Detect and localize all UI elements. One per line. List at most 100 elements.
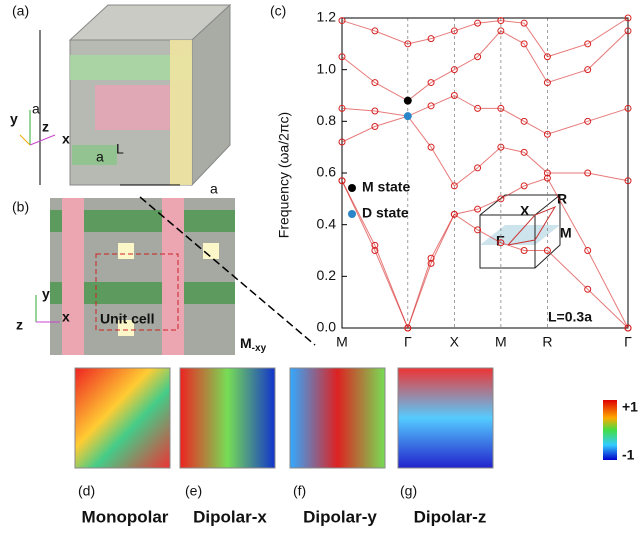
axis-label: y (10, 111, 18, 127)
band-point (520, 182, 528, 190)
panel-b: (b) Unit cell M-xy y z x (12, 196, 316, 355)
band-line (341, 94, 629, 135)
axis-label: z (16, 317, 23, 333)
panel-label: (f) (293, 483, 306, 499)
state-point (403, 96, 412, 105)
band-line (341, 180, 629, 330)
dim-label: L (116, 141, 124, 157)
band-point (543, 169, 551, 177)
inset-label: X (520, 203, 530, 219)
dim-label: a (96, 149, 104, 165)
band-point (543, 79, 551, 87)
band-point (474, 164, 482, 172)
band-point (497, 27, 505, 35)
band-point (497, 104, 505, 112)
band-point (427, 254, 435, 262)
y-tick-label: 1.0 (317, 60, 337, 76)
band-point (584, 40, 592, 48)
legend-marker (348, 184, 356, 192)
mode-panels: +1 -1 (d) (e) (f) (g) Monopolar Dipolar-… (74, 367, 638, 526)
band-point (584, 117, 592, 125)
band-point (624, 104, 632, 112)
mode-name: Dipolar-x (193, 507, 267, 526)
band-point (474, 104, 482, 112)
mode-name: Monopolar (82, 507, 169, 526)
band-point (371, 27, 379, 35)
legend-label: D state (362, 205, 409, 221)
band-point (427, 35, 435, 43)
mode-name: Dipolar-z (414, 507, 487, 526)
axis-label: z (42, 119, 49, 135)
bz-inset: Γ X M R (479, 191, 572, 269)
band-point (404, 40, 412, 48)
panel-label: (g) (400, 483, 417, 499)
legend-marker (348, 210, 356, 218)
band-point (450, 92, 458, 99)
panel-a: (a) a a a L z y x (10, 3, 232, 197)
band-point (474, 53, 482, 61)
x-tick-label: M (336, 334, 348, 350)
y-tick-label: 0.2 (317, 267, 337, 283)
x-tick-label: X (450, 334, 460, 350)
x-tick-label: R (542, 334, 552, 350)
band-point (624, 177, 632, 185)
direction-label: M-xy (240, 335, 267, 354)
band-point (338, 53, 346, 61)
band-point (371, 123, 379, 130)
inset-label: R (557, 191, 567, 207)
annotation: Unit cell (100, 311, 154, 327)
x-tick-label: Γ (624, 334, 632, 350)
band-point (450, 27, 458, 35)
direction-main: M (240, 335, 252, 351)
band-point (404, 324, 412, 332)
band-point (520, 117, 528, 125)
direction-sub: -xy (252, 343, 267, 354)
band-point (497, 143, 505, 151)
band-point (474, 205, 482, 213)
band-point (427, 79, 435, 87)
band-point (338, 104, 346, 112)
panel-label: (e) (185, 483, 202, 499)
band-point (543, 130, 551, 138)
band-point (371, 107, 379, 115)
y-tick-label: 0.0 (317, 319, 337, 335)
band-line (341, 30, 629, 102)
band-point (520, 247, 528, 254)
panel-c: (c) Frequency (ωa/2πc) L=0.3a Γ X M R 0.… (270, 3, 632, 350)
band-point (450, 182, 458, 190)
band-point (624, 27, 632, 35)
x-tick-label: Γ (404, 334, 412, 350)
band-point (371, 79, 379, 87)
annotation: L=0.3a (548, 309, 592, 325)
band-point (584, 66, 592, 74)
y-tick-label: 0.6 (317, 164, 337, 180)
state-point (403, 112, 412, 121)
band-point (543, 53, 551, 61)
band-point (450, 66, 458, 74)
panel-label: (d) (78, 483, 95, 499)
band-point (624, 324, 632, 332)
plot-frame (341, 17, 629, 329)
axis-label: x (62, 131, 70, 147)
band-point (450, 210, 458, 218)
band-point (427, 102, 435, 110)
band-point (474, 226, 482, 234)
panel-label: (b) (12, 199, 29, 215)
band-point (584, 285, 592, 293)
mode-name: Dipolar-y (303, 507, 377, 526)
colorbar-label: +1 (622, 399, 638, 415)
dim-label: a (210, 181, 218, 197)
dim-label: a (32, 101, 40, 117)
axis-label: x (62, 309, 70, 325)
band-point (371, 247, 379, 254)
band-point (584, 169, 592, 177)
band-point (371, 241, 379, 249)
y-tick-label: 0.8 (317, 112, 337, 128)
band-point (497, 239, 505, 247)
band-point (338, 17, 346, 25)
band-point (584, 247, 592, 254)
legend-label: M state (362, 179, 410, 195)
band-point (427, 259, 435, 267)
band-point (497, 17, 505, 25)
